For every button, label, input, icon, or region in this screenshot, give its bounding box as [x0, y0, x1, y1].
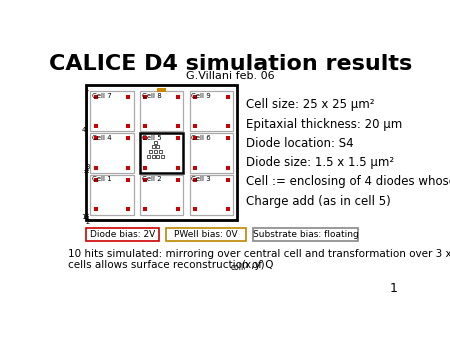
Bar	[147, 154, 150, 158]
Bar	[149, 150, 153, 153]
Bar	[189, 91, 233, 131]
Text: Cell 4: Cell 4	[92, 135, 112, 141]
Text: Charge add (as in cell 5): Charge add (as in cell 5)	[246, 195, 391, 208]
Text: cells allows surface reconstruction of Q: cells allows surface reconstruction of Q	[68, 260, 274, 270]
Bar	[156, 154, 159, 158]
Bar	[157, 88, 166, 92]
Text: Cell 1: Cell 1	[92, 176, 112, 182]
Bar	[154, 141, 157, 144]
Bar	[86, 228, 159, 241]
Text: Cell 5: Cell 5	[141, 135, 161, 141]
Text: Cell 2: Cell 2	[141, 176, 161, 182]
Bar	[154, 150, 157, 153]
Bar	[152, 154, 155, 158]
Text: (x,y): (x,y)	[242, 260, 265, 270]
Bar	[90, 91, 134, 131]
Text: Cell 6: Cell 6	[191, 135, 211, 141]
Text: Cell 3: Cell 3	[191, 176, 211, 182]
Text: 10 hits simulated: mirroring over central cell and transformation over 3 x 3: 10 hits simulated: mirroring over centra…	[68, 249, 450, 259]
Text: PWell bias: 0V: PWell bias: 0V	[175, 230, 238, 239]
Bar	[140, 91, 183, 131]
Bar	[156, 145, 159, 148]
Text: CALICE D4 simulation results: CALICE D4 simulation results	[49, 54, 412, 74]
Text: Epitaxial thickness: 20 μm: Epitaxial thickness: 20 μm	[246, 118, 402, 130]
Text: Cell 8: Cell 8	[141, 93, 161, 99]
Text: G.Villani feb. 06: G.Villani feb. 06	[186, 71, 275, 81]
Text: coll: coll	[230, 263, 244, 272]
Text: Cell 9: Cell 9	[191, 93, 211, 99]
Text: Cell 7: Cell 7	[92, 93, 112, 99]
Bar	[253, 228, 358, 241]
Bar	[86, 85, 237, 220]
Bar	[152, 145, 155, 148]
Bar	[161, 154, 164, 158]
Bar	[189, 133, 233, 173]
Text: Cell size: 25 x 25 μm²: Cell size: 25 x 25 μm²	[246, 98, 374, 111]
Bar	[189, 174, 233, 215]
Text: 1: 1	[81, 214, 86, 220]
Text: Diode bias: 2V: Diode bias: 2V	[90, 230, 155, 239]
Bar	[90, 174, 134, 215]
Bar	[90, 133, 134, 173]
Text: Substrate bias: floating: Substrate bias: floating	[252, 230, 358, 239]
Text: Cell := enclosing of 4 diodes whose: Cell := enclosing of 4 diodes whose	[246, 175, 450, 188]
Text: Diode location: S4: Diode location: S4	[246, 137, 354, 150]
Text: 1: 1	[389, 282, 397, 295]
Text: 3: 3	[86, 164, 90, 170]
Bar	[140, 133, 183, 173]
Text: 2: 2	[86, 219, 90, 225]
Bar	[166, 228, 246, 241]
Text: Diode size: 1.5 x 1.5 μm²: Diode size: 1.5 x 1.5 μm²	[246, 156, 394, 169]
Text: 4: 4	[81, 127, 86, 133]
Bar	[140, 174, 183, 215]
Bar	[158, 150, 162, 153]
